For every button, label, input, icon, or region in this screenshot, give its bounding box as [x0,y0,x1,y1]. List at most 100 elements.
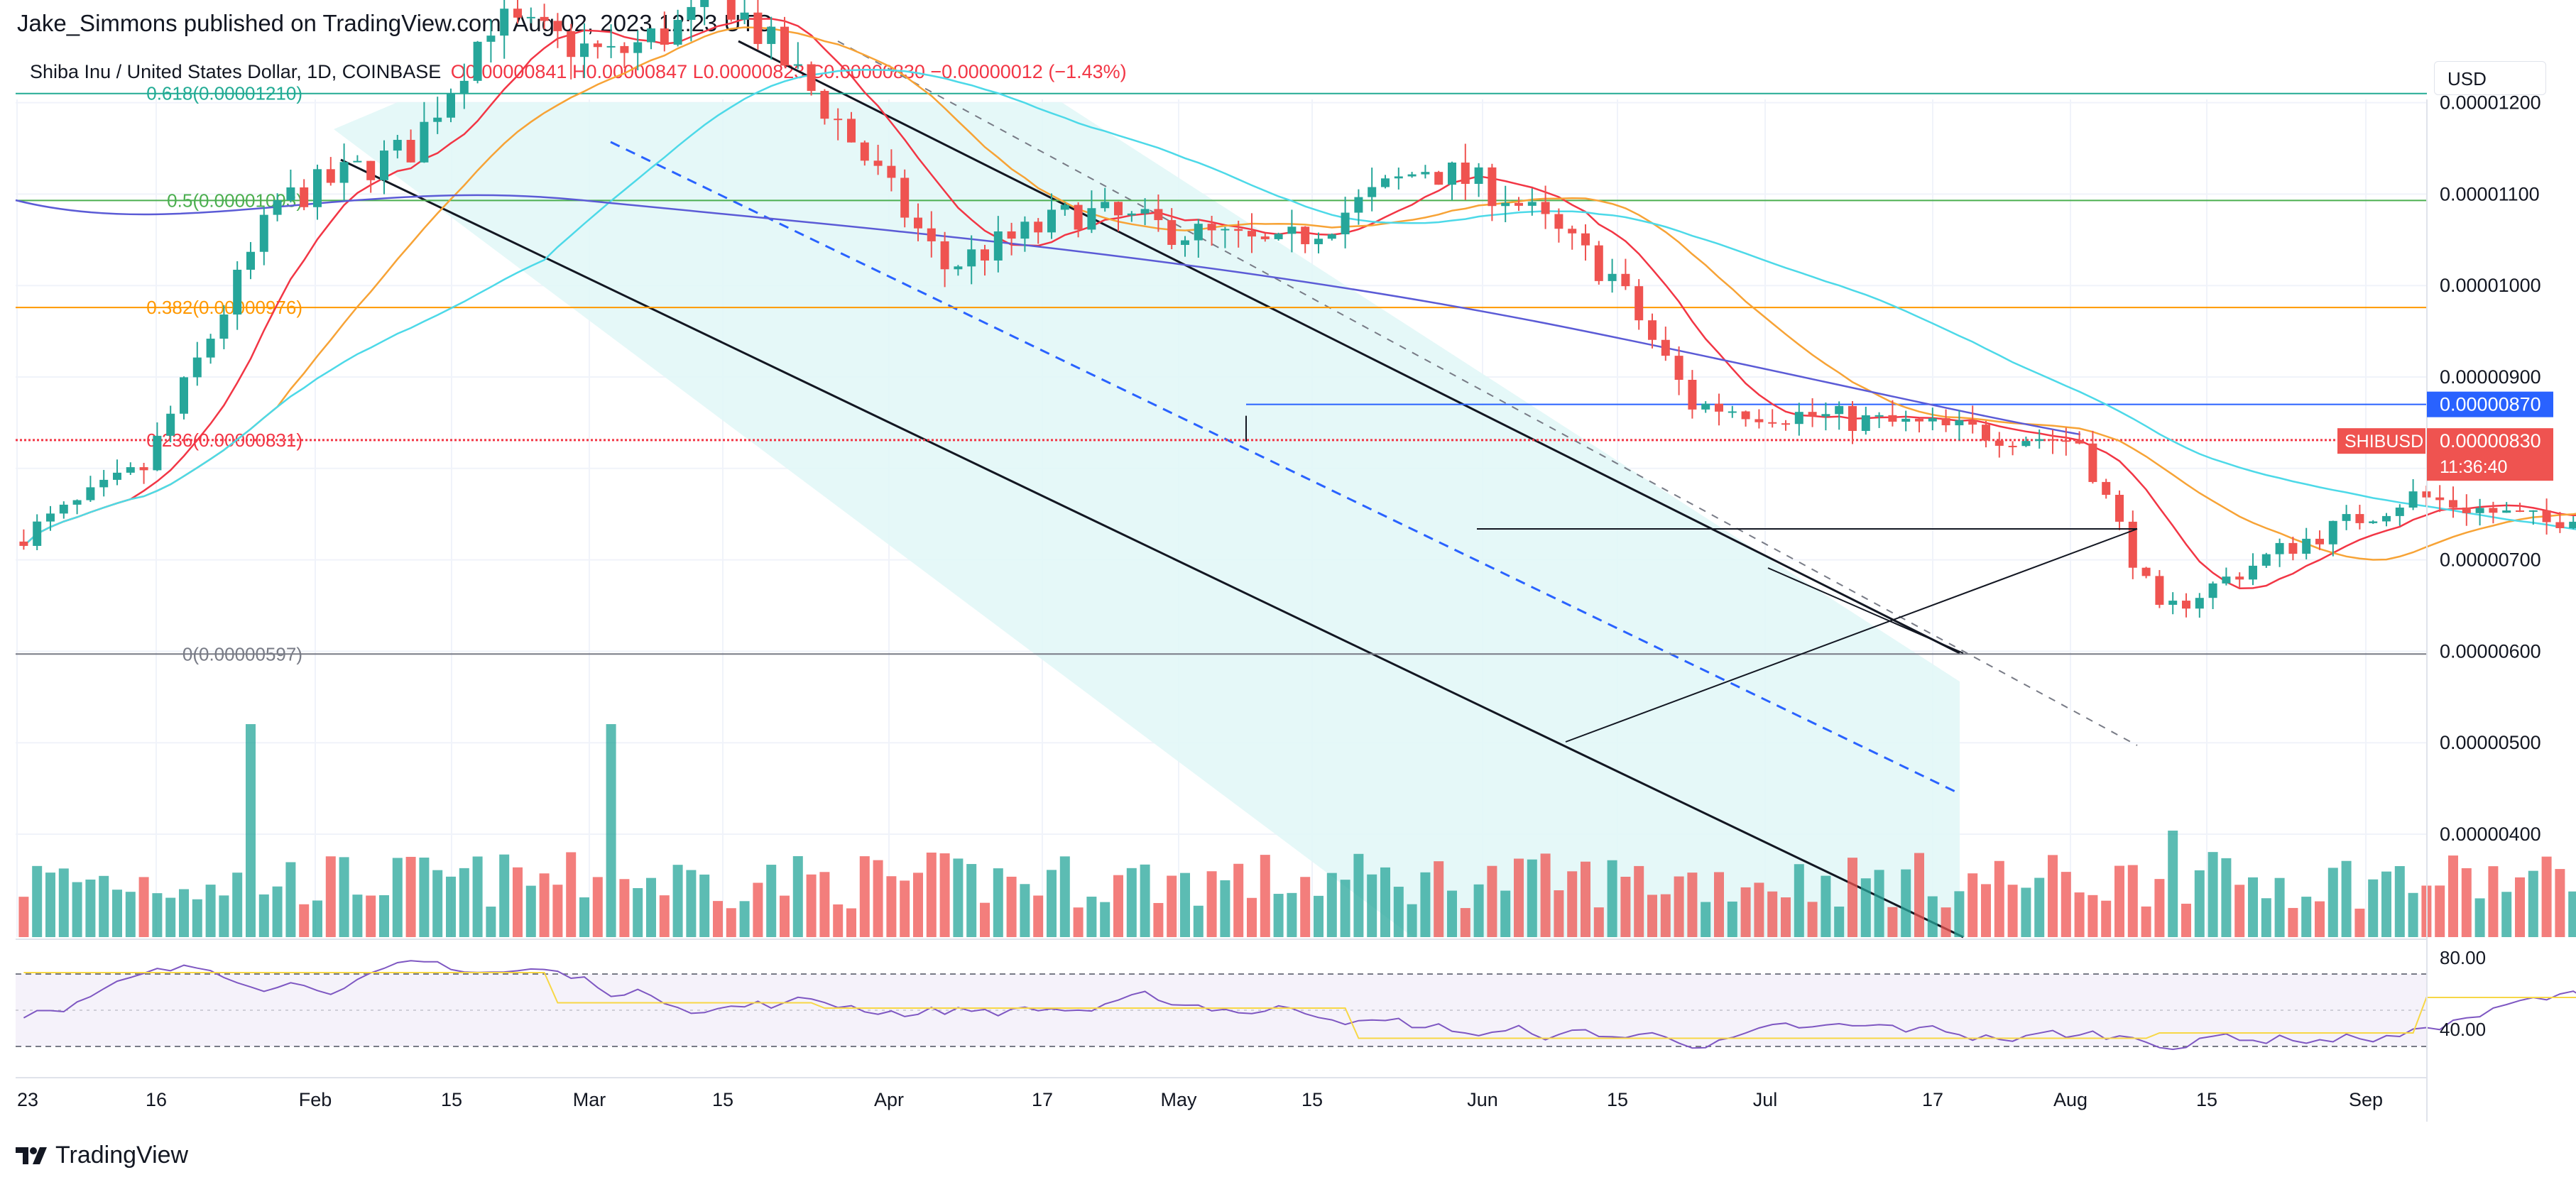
volume-bar [2154,879,2165,937]
currency-selector[interactable]: USD [2434,61,2546,95]
volume-bar [1540,853,1551,937]
volume-bar [1620,877,1631,937]
candle-body [2408,491,2418,508]
volume-bar [379,895,389,937]
volume-bar [2234,885,2245,937]
candle-body [740,12,749,20]
candle-body [1368,187,1377,197]
volume-bar [1447,890,1457,937]
volume-bar [1834,907,1845,937]
candle-body [1621,273,1630,287]
volume-bar [1073,907,1084,937]
candle-body [1034,221,1043,233]
candle-body [1234,229,1243,231]
symbol-legend: Shiba Inu / United States Dollar, 1D, CO… [30,61,1127,83]
candle-body [273,200,282,215]
volume-bar [686,870,697,937]
volume-bar [2541,856,2552,937]
volume-bar [2501,892,2512,937]
candle-body [2435,497,2445,500]
volume-bar [739,901,750,937]
volume-bar [112,890,122,937]
volume-bar [966,864,977,937]
candle-body [1381,178,1390,187]
candle-body [753,12,763,44]
candle-body [486,35,496,42]
candle-body [1341,212,1350,235]
candle-body [1087,208,1096,230]
candle-body [2449,500,2457,508]
hline-price-text: 0.00000870 [2440,394,2541,415]
price-tick-label: 0.00000900 [2440,366,2541,388]
volume-bar [2288,907,2298,937]
candle-body [139,467,148,471]
candle-body [2475,508,2484,513]
volume-bar [1593,907,1604,937]
candle-body [2369,521,2378,523]
volume-bar [2274,877,2285,937]
time-tick-label: Apr [874,1089,904,1110]
candle-body [873,160,883,166]
volume-bar [886,876,897,937]
candle-body [820,91,829,119]
candle-body [1314,239,1323,244]
volume-bar [219,895,229,937]
tradingview-brand[interactable]: TradingView [16,1142,188,1169]
candle-body [1568,229,1577,234]
volume-bar [646,877,656,937]
candle-body [954,266,963,270]
candle-body [567,31,576,58]
volume-bar [1567,871,1578,937]
volume-bar [2194,870,2205,937]
candle-body [660,28,669,45]
volume-bar [1206,871,1217,937]
volume-bar [579,897,589,937]
volume-bar [873,860,883,937]
candle-body [1728,411,1737,413]
channel-lower-line [340,158,1964,939]
candle-body [153,435,162,471]
candle-body [313,169,322,207]
candle-body [2342,514,2351,521]
candle-body [553,21,562,31]
candle-body [1047,209,1056,233]
time-tick-label: Sep [2349,1089,2383,1110]
volume-bar [272,886,283,937]
channel-fill [334,102,1960,937]
candle-body [1461,162,1470,184]
volume-bar [1380,867,1390,937]
symbol-tag-text: SHIBUSD [2345,432,2423,452]
candle-body [887,165,896,178]
candle-body [1060,204,1069,210]
candle-body [206,339,215,358]
volume-bar [1994,860,2004,937]
candle-body [1634,286,1644,321]
candle-body [2035,439,2044,442]
hline-price-tag [2427,391,2553,417]
volume-bar [672,865,683,937]
candle-body [2075,440,2084,444]
volume-bar [1047,870,1057,937]
volume-bar [1126,868,1137,937]
volume-bar [2555,869,2565,937]
volume-bar [539,873,550,937]
candle-body [1541,202,1550,214]
candle-body [219,314,229,339]
volume-bar [152,893,163,937]
candle-body [1982,425,1990,441]
volume-bar [993,868,1003,937]
volume-bar [232,873,243,937]
volume-bar [1527,859,1537,937]
volume-bar [1968,873,1978,937]
candle-body [1421,172,1430,175]
candle-body [180,377,188,414]
candle-body [2395,507,2404,516]
candle-body [2315,538,2324,545]
volume-bar [939,853,950,937]
volume-bar [2435,885,2445,937]
volume-bar [1914,853,1924,937]
volume-bar [1954,891,1965,937]
volume-bar [1006,876,1017,937]
volume-bar [99,875,109,937]
